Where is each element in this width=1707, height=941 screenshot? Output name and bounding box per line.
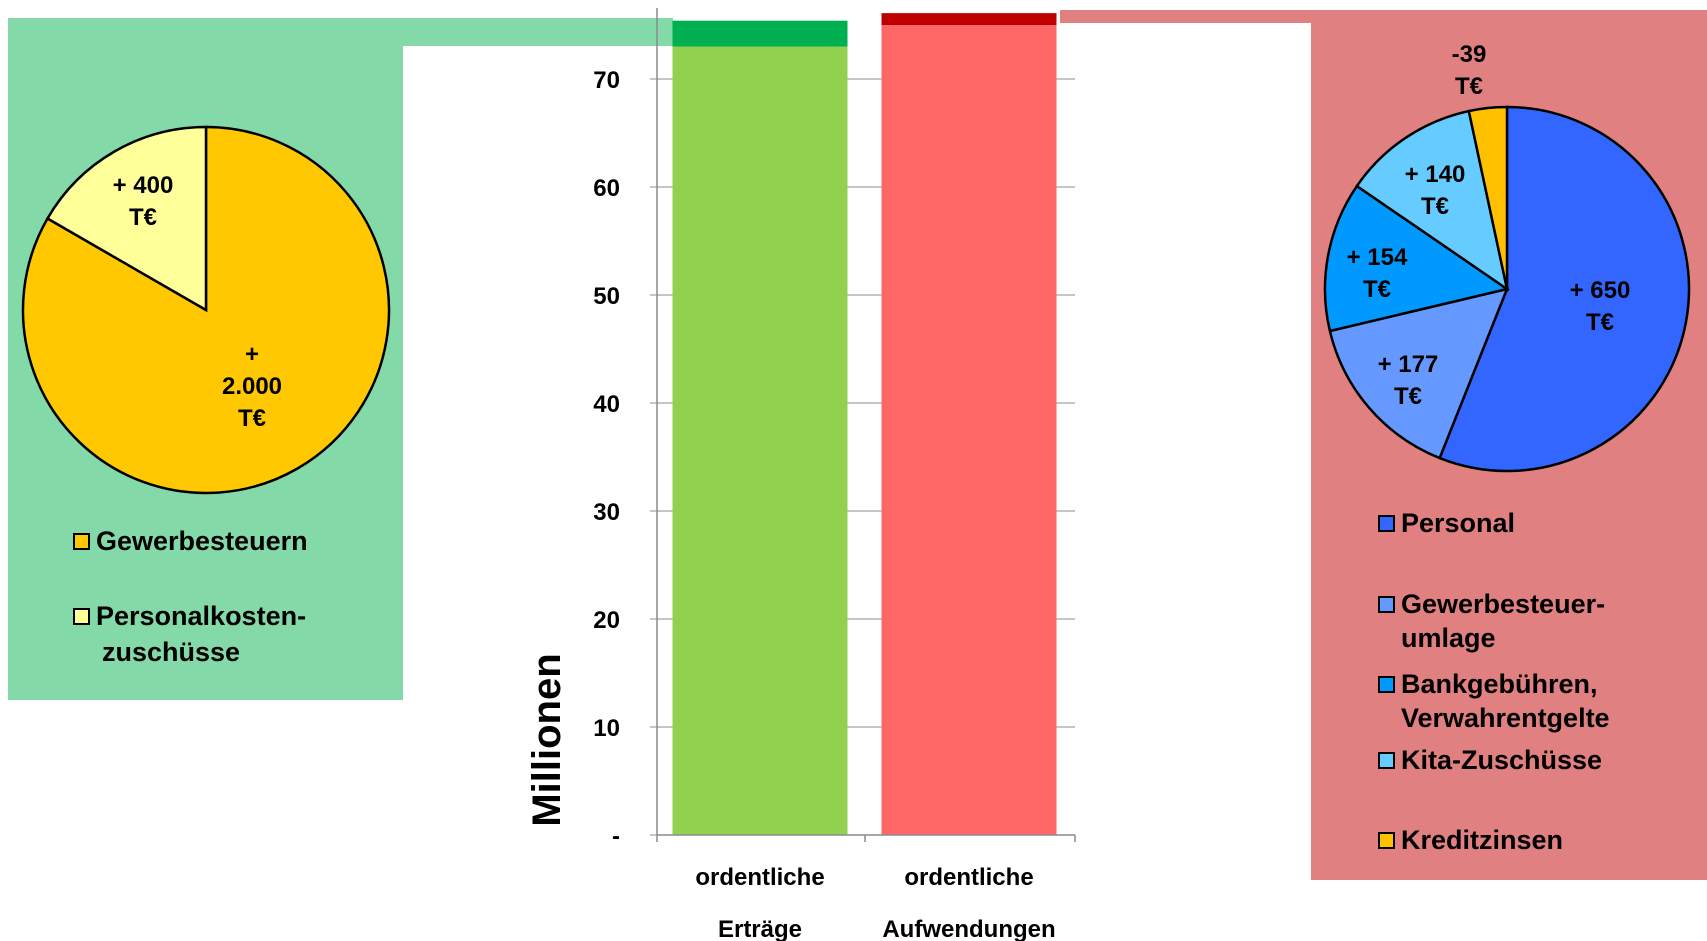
- pie0-data-label-line: T€: [129, 204, 157, 231]
- pie2-data-label-line: T€: [1394, 383, 1422, 410]
- x-category-label-line: ordentliche: [695, 864, 824, 891]
- pie0-data-label-line: + 400: [113, 172, 174, 199]
- pie2-data-label-line: + 650: [1570, 277, 1631, 304]
- pie2-data-label-line: T€: [1421, 193, 1449, 220]
- left-connector: [403, 18, 673, 46]
- bar-0-segment-1: [672, 20, 848, 47]
- pie2-legend-line: Personal: [1401, 508, 1515, 538]
- pie2-legend-swatch: [1378, 752, 1395, 769]
- pie2-slice: [1355, 109, 1509, 292]
- pie0-legend-line: Gewerbesteuern: [96, 526, 308, 556]
- pie0-data-label-line: T€: [238, 405, 266, 432]
- pie2-legend-line: umlage: [1401, 623, 1496, 653]
- y-tick-label: 60: [593, 175, 620, 202]
- pie2-slice: [1328, 287, 1510, 460]
- pie0-data-label-line: +: [245, 341, 259, 368]
- pie0-legend-swatch: [73, 608, 90, 625]
- pie2-legend-label: Gewerbesteuer-umlage: [1401, 589, 1605, 653]
- pie0-legend-label: Personalkosten-zuschüsse: [96, 601, 306, 667]
- y-tick-label: 40: [593, 391, 620, 418]
- x-category-label-line: ordentliche: [904, 864, 1033, 891]
- pie0-legend-line: zuschüsse: [102, 637, 240, 667]
- pie2-data-label: -39 T€: [1452, 41, 1487, 100]
- pie2-data-label: + 650 T€: [1570, 277, 1631, 336]
- pie2-legend-line: Kita-Zuschüsse: [1401, 745, 1602, 775]
- pie0-data-label-line: 2.000: [222, 373, 282, 400]
- pie2-legend-swatch: [1378, 676, 1395, 693]
- pie2-legend-swatch: [1378, 832, 1395, 849]
- pie2-data-label: + 177 T€: [1378, 351, 1439, 410]
- y-tick-label: 10: [593, 715, 620, 742]
- pie2-legend-line: Kreditzinsen: [1401, 825, 1563, 855]
- bar-1-segment-1: [881, 13, 1057, 25]
- y-tick-label: 50: [593, 283, 620, 310]
- pie2-legend-line: Bankgebühren,: [1401, 669, 1598, 699]
- pie0-legend-label: Gewerbesteuern: [96, 526, 308, 556]
- right-connector: [1060, 10, 1311, 23]
- pie2-slice: [1467, 105, 1509, 290]
- pie0-slice: [45, 125, 208, 313]
- pie2-data-label-line: + 154: [1347, 244, 1408, 271]
- pie0-legend-line: Personalkosten-: [96, 601, 306, 631]
- pie0-data-label: + 400 T€: [113, 172, 174, 231]
- bar-1-segment-0: [881, 25, 1057, 835]
- y-tick-label: 20: [593, 607, 620, 634]
- pie2-legend-swatch: [1378, 596, 1395, 613]
- pie0-legend-swatch: [73, 533, 90, 550]
- pie2-legend-line: Verwahrentgelte: [1401, 703, 1610, 733]
- pie2-slice: [1323, 184, 1511, 333]
- pie0-data-label: +2.000 T€: [222, 341, 282, 432]
- pie2-data-label-line: + 177: [1378, 351, 1439, 378]
- pie2-data-label-line: -39: [1452, 41, 1487, 68]
- pie2-legend-label: Bankgebühren, Verwahrentgelte: [1401, 669, 1610, 733]
- pie2-data-label-line: T€: [1455, 73, 1483, 100]
- pie2-legend-label: Kita-Zuschüsse: [1401, 745, 1602, 775]
- x-category-label: ordentliche Erträge: [695, 864, 824, 941]
- y-tick-label: -: [612, 823, 620, 850]
- y-tick-label: 70: [593, 67, 620, 94]
- pie2-data-label-line: + 140: [1405, 161, 1466, 188]
- x-category-label: ordentliche Aufwendungen: [882, 864, 1055, 941]
- y-axis-title: Millionen: [525, 653, 569, 826]
- pie2-legend-label: Personal: [1401, 508, 1515, 538]
- pie2-data-label: + 154 T€: [1347, 244, 1408, 303]
- y-tick-label: 30: [593, 499, 620, 526]
- bar-0-segment-0: [672, 46, 848, 836]
- pie2-slice: [1438, 105, 1691, 473]
- pie2-data-label-line: T€: [1586, 309, 1614, 336]
- pie2-legend-line: Gewerbesteuer-: [1401, 589, 1605, 619]
- x-category-label-line: Aufwendungen: [882, 916, 1055, 941]
- x-category-label-line: Erträge: [718, 916, 802, 941]
- pie2-legend-swatch: [1378, 515, 1395, 532]
- pie2-legend-label: Kreditzinsen: [1401, 825, 1563, 855]
- pie2-data-label-line: T€: [1363, 276, 1391, 303]
- pie2-data-label: + 140 T€: [1405, 161, 1466, 220]
